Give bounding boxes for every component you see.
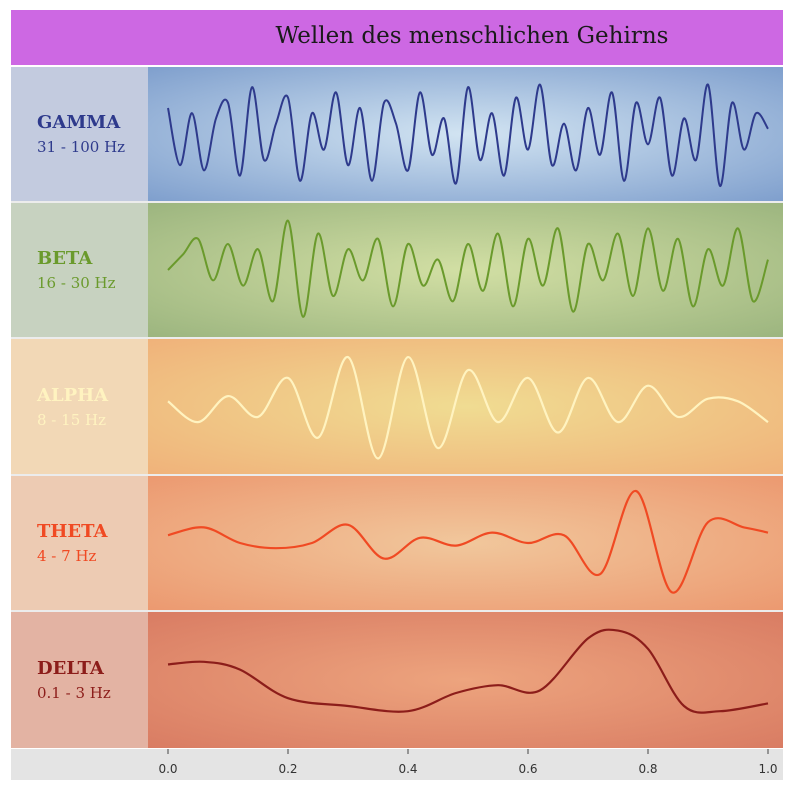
wave-svg — [167, 628, 769, 714]
band-plot-delta — [148, 612, 783, 748]
band-frequency-range: 4 - 7 Hz — [37, 547, 97, 565]
wave-svg — [167, 355, 769, 460]
wave-line-beta — [167, 219, 769, 318]
band-frequency-range: 16 - 30 Hz — [37, 274, 116, 292]
band-name: GAMMA — [37, 112, 121, 133]
band-separator — [11, 474, 783, 476]
band-label-gamma: GAMMA 31 - 100 Hz — [11, 67, 148, 201]
chart-title: Wellen des menschlichen Gehirns — [275, 23, 669, 49]
x-tick-label: 1.0 — [758, 762, 777, 776]
x-tick-label: 0.0 — [158, 762, 177, 776]
band-plot-gamma — [148, 67, 783, 201]
wave-line-delta — [167, 628, 769, 714]
band-frequency-range: 8 - 15 Hz — [37, 410, 106, 429]
band-frequency-range: 0.1 - 3 Hz — [37, 684, 111, 702]
band-separator — [11, 610, 783, 612]
x-tick-label: 0.6 — [518, 762, 537, 776]
wave-svg — [167, 219, 769, 318]
band-plot-theta — [148, 476, 783, 610]
band-separator — [11, 201, 783, 203]
band-label-beta: BETA 16 - 30 Hz — [11, 203, 148, 337]
wave-svg — [167, 83, 769, 188]
band-frequency-range: 31 - 100 Hz — [37, 138, 126, 156]
x-axis-strip: 0.0 0.2 0.4 0.6 0.8 1.0 — [11, 749, 783, 780]
wave-svg — [167, 489, 769, 594]
x-tick-label: 0.2 — [278, 762, 297, 776]
band-plot-beta — [148, 203, 783, 337]
wave-line-alpha — [167, 355, 769, 460]
chart-header: Wellen des menschlichen Gehirns — [11, 10, 783, 65]
band-separator — [11, 337, 783, 339]
x-tick-label: 0.4 — [398, 762, 417, 776]
band-name: THETA — [37, 521, 108, 542]
wave-line-gamma — [167, 83, 769, 188]
band-plot-alpha — [148, 339, 783, 474]
band-label-delta: DELTA 0.1 - 3 Hz — [11, 612, 148, 748]
x-tick-label: 0.8 — [638, 762, 657, 776]
band-name: DELTA — [37, 658, 104, 679]
band-name: BETA — [37, 248, 93, 269]
band-label-theta: THETA 4 - 7 Hz — [11, 476, 148, 610]
band-name: ALPHA — [37, 384, 109, 406]
wave-line-theta — [167, 489, 769, 594]
x-axis: 0.0 0.2 0.4 0.6 0.8 1.0 — [158, 749, 778, 776]
band-label-alpha: ALPHA 8 - 15 Hz — [11, 339, 148, 474]
